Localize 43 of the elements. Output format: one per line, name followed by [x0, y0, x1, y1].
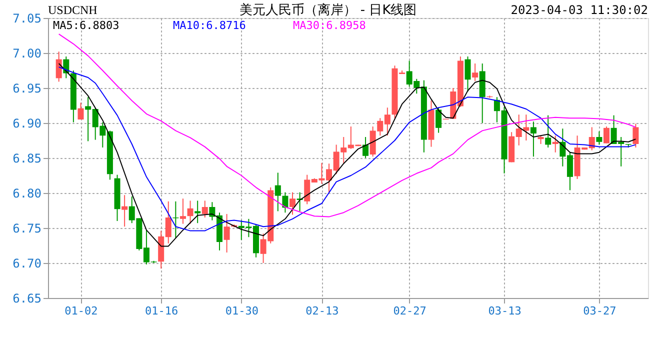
- candlestick: [552, 135, 558, 153]
- y-tick-label: 6.65: [12, 292, 42, 306]
- y-tick-label: 6.70: [12, 256, 42, 270]
- candlestick: [290, 192, 296, 216]
- x-tick-label: 02-13: [306, 304, 339, 318]
- y-tick-label: 6.95: [12, 82, 42, 96]
- text: MA10:6.8716: [173, 19, 246, 32]
- candlestick: [187, 200, 194, 224]
- candlestick: [122, 194, 128, 228]
- text: MA30:6.8958: [293, 19, 366, 32]
- candlestick: [436, 107, 442, 134]
- candlestick: [362, 136, 369, 158]
- chart-title: 美元人民币（离岸） - 日K线图: [239, 2, 417, 18]
- candlestick: [78, 102, 84, 120]
- candlestick: [56, 51, 62, 82]
- candlestick: [596, 130, 602, 146]
- y-tick-label: 6.75: [12, 222, 42, 236]
- text: USDCNH: [48, 3, 98, 17]
- x-tick-label: 03-13: [488, 304, 522, 318]
- candlestick: [603, 126, 610, 144]
- y-tick-label: 6.90: [12, 116, 42, 130]
- x-tick-label: 01-30: [225, 304, 258, 318]
- candlestick: [632, 123, 639, 148]
- y-tick-label: 6.80: [12, 186, 42, 200]
- candlestick: [545, 114, 552, 148]
- candlestick: [194, 200, 201, 224]
- candlestick: [274, 172, 281, 212]
- candlestick: [472, 63, 478, 82]
- text: MA5:6.8803: [53, 19, 120, 32]
- text: 2023-04-03 11:30:02: [510, 3, 648, 17]
- candlestick: [202, 200, 208, 218]
- x-tick-label: 02-27: [393, 304, 426, 318]
- candlestick: [209, 202, 216, 221]
- candlestick: [464, 56, 471, 92]
- x-tick-label: 01-16: [145, 304, 178, 318]
- y-tick-label: 7.05: [12, 12, 42, 26]
- candlestick: [224, 214, 230, 253]
- y-tick-label: 6.85: [12, 152, 42, 166]
- y-tick-label: 7.00: [12, 46, 42, 60]
- x-tick-label: 03-27: [583, 304, 616, 318]
- candlestick: [180, 198, 186, 224]
- candlestick: [530, 121, 536, 158]
- x-tick-label: 01-02: [64, 304, 98, 318]
